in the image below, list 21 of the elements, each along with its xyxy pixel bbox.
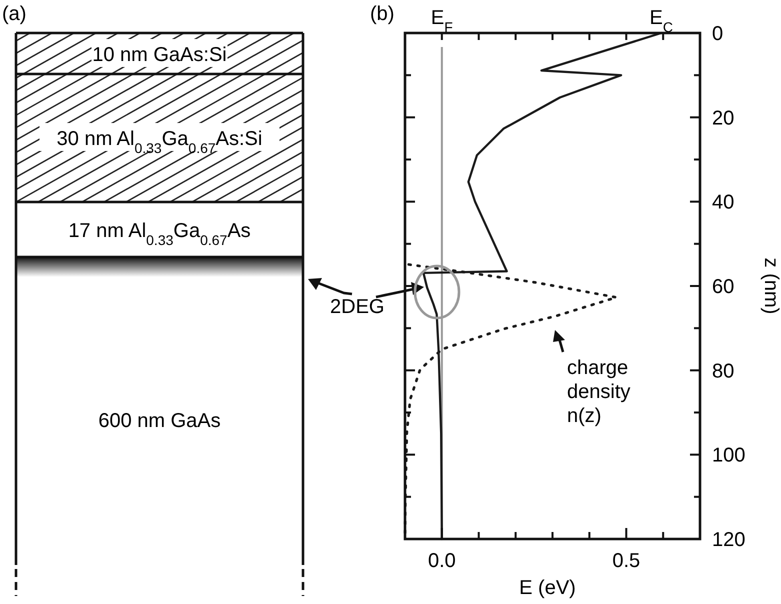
y-axis-title: z (nm)	[760, 258, 781, 314]
annotation: charge density n(z)	[567, 357, 630, 427]
y-tick-label: 60	[712, 276, 734, 298]
text: (a)	[2, 3, 26, 25]
y-tick-label: 100	[712, 444, 746, 467]
y-tick-label: 0	[712, 23, 724, 45]
y-tick-label: 40	[712, 192, 734, 214]
y-tick-label: 80	[712, 360, 734, 382]
x-axis-title: E (eV)	[519, 577, 576, 599]
text: 10 nm GaAs:Si	[92, 44, 227, 66]
text: 30 nm Al$_{0.33}$Ga$_{0.67}$As:Si	[56, 128, 262, 156]
x-tick-label: 0.5	[612, 550, 640, 572]
text: 2DEG	[330, 296, 384, 318]
x-tick-label: 0.0	[428, 550, 456, 572]
text: 600 nm GaAs	[98, 410, 221, 432]
series-label: E$_{C}$	[650, 7, 674, 35]
y-tick-label: 120	[712, 529, 746, 551]
text: 17 nm Al$_{0.33}$Ga$_{0.67}$As	[68, 220, 251, 248]
y-tick-label: 20	[712, 107, 734, 130]
ref-line-label: E$_{F}$	[430, 7, 453, 35]
chart-title: (b)	[370, 3, 394, 25]
